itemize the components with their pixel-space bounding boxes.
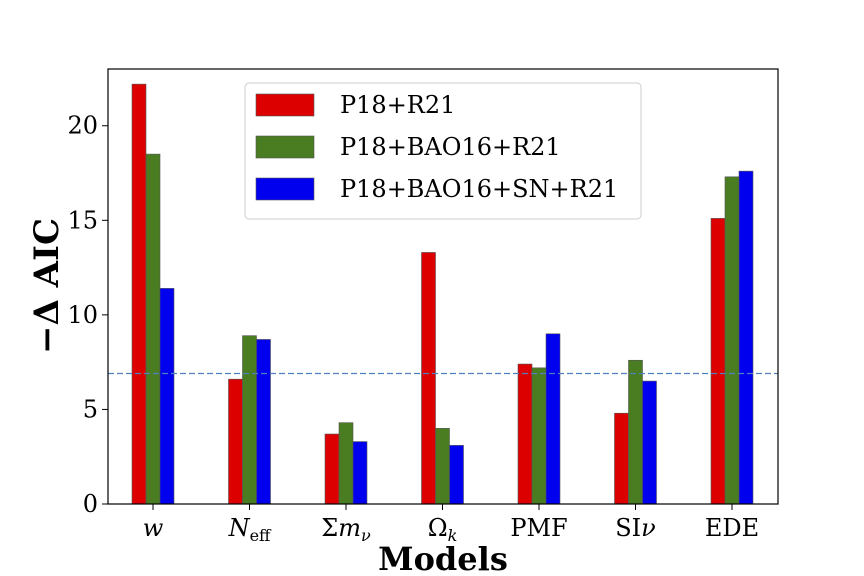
bar-1-4: [421, 252, 436, 505]
legend-swatch-2: [255, 135, 315, 159]
x-axis: w Neff Σmν Ωk PMF SIν EDE: [143, 504, 759, 545]
legend: P18+R21 P18+BAO16+R21 P18+BAO16+SN+R21: [244, 82, 642, 220]
bar-2-1: [145, 153, 161, 505]
bar-1-7: [710, 218, 726, 505]
x-tick-label: Neff: [228, 514, 272, 545]
bar-1-1: [131, 83, 147, 505]
y-tick-label: 20: [67, 112, 98, 140]
y-tick-label: 15: [67, 206, 98, 234]
bar-2-6: [628, 359, 643, 505]
bar-3-2: [256, 339, 271, 505]
x-tick-label: EDE: [705, 514, 759, 542]
bar-3-3: [352, 441, 368, 505]
bar-2-7: [724, 176, 740, 505]
bar-1-5: [517, 363, 533, 505]
legend-swatch-1: [255, 93, 315, 117]
bar-3-7: [738, 170, 754, 505]
bar-3-1: [159, 288, 175, 505]
y-tick-label: 0: [83, 490, 98, 518]
y-tick-label: 10: [67, 301, 98, 329]
bar-2-3: [338, 422, 354, 505]
x-tick-label: w: [143, 514, 164, 542]
bar-3-6: [642, 380, 657, 505]
bars-group: [131, 83, 754, 505]
x-tick-label: Ωk: [428, 514, 458, 545]
bar-2-5: [531, 367, 547, 505]
bar-2-2: [242, 335, 257, 505]
y-axis-title: −Δ AIC: [27, 218, 67, 354]
x-tick-label: PMF: [510, 514, 567, 542]
y-axis: 0 5 10 15 20: [67, 112, 108, 518]
bar-1-3: [324, 433, 340, 505]
x-axis-title: Models: [378, 540, 508, 576]
bar-3-4: [449, 445, 464, 505]
legend-frame: [244, 82, 642, 220]
legend-label-2: P18+BAO16+R21: [340, 133, 561, 161]
bar-1-6: [614, 412, 629, 505]
bar-3-5: [545, 333, 561, 505]
bar-2-4: [435, 428, 450, 505]
legend-label-1: P18+R21: [340, 91, 455, 119]
y-tick-label: 5: [83, 395, 98, 423]
x-tick-label: Σmν: [321, 514, 371, 545]
x-tick-label: SIν: [615, 514, 656, 542]
legend-label-3: P18+BAO16+SN+R21: [340, 175, 618, 203]
bar-1-2: [228, 378, 243, 505]
legend-swatch-3: [255, 177, 315, 201]
